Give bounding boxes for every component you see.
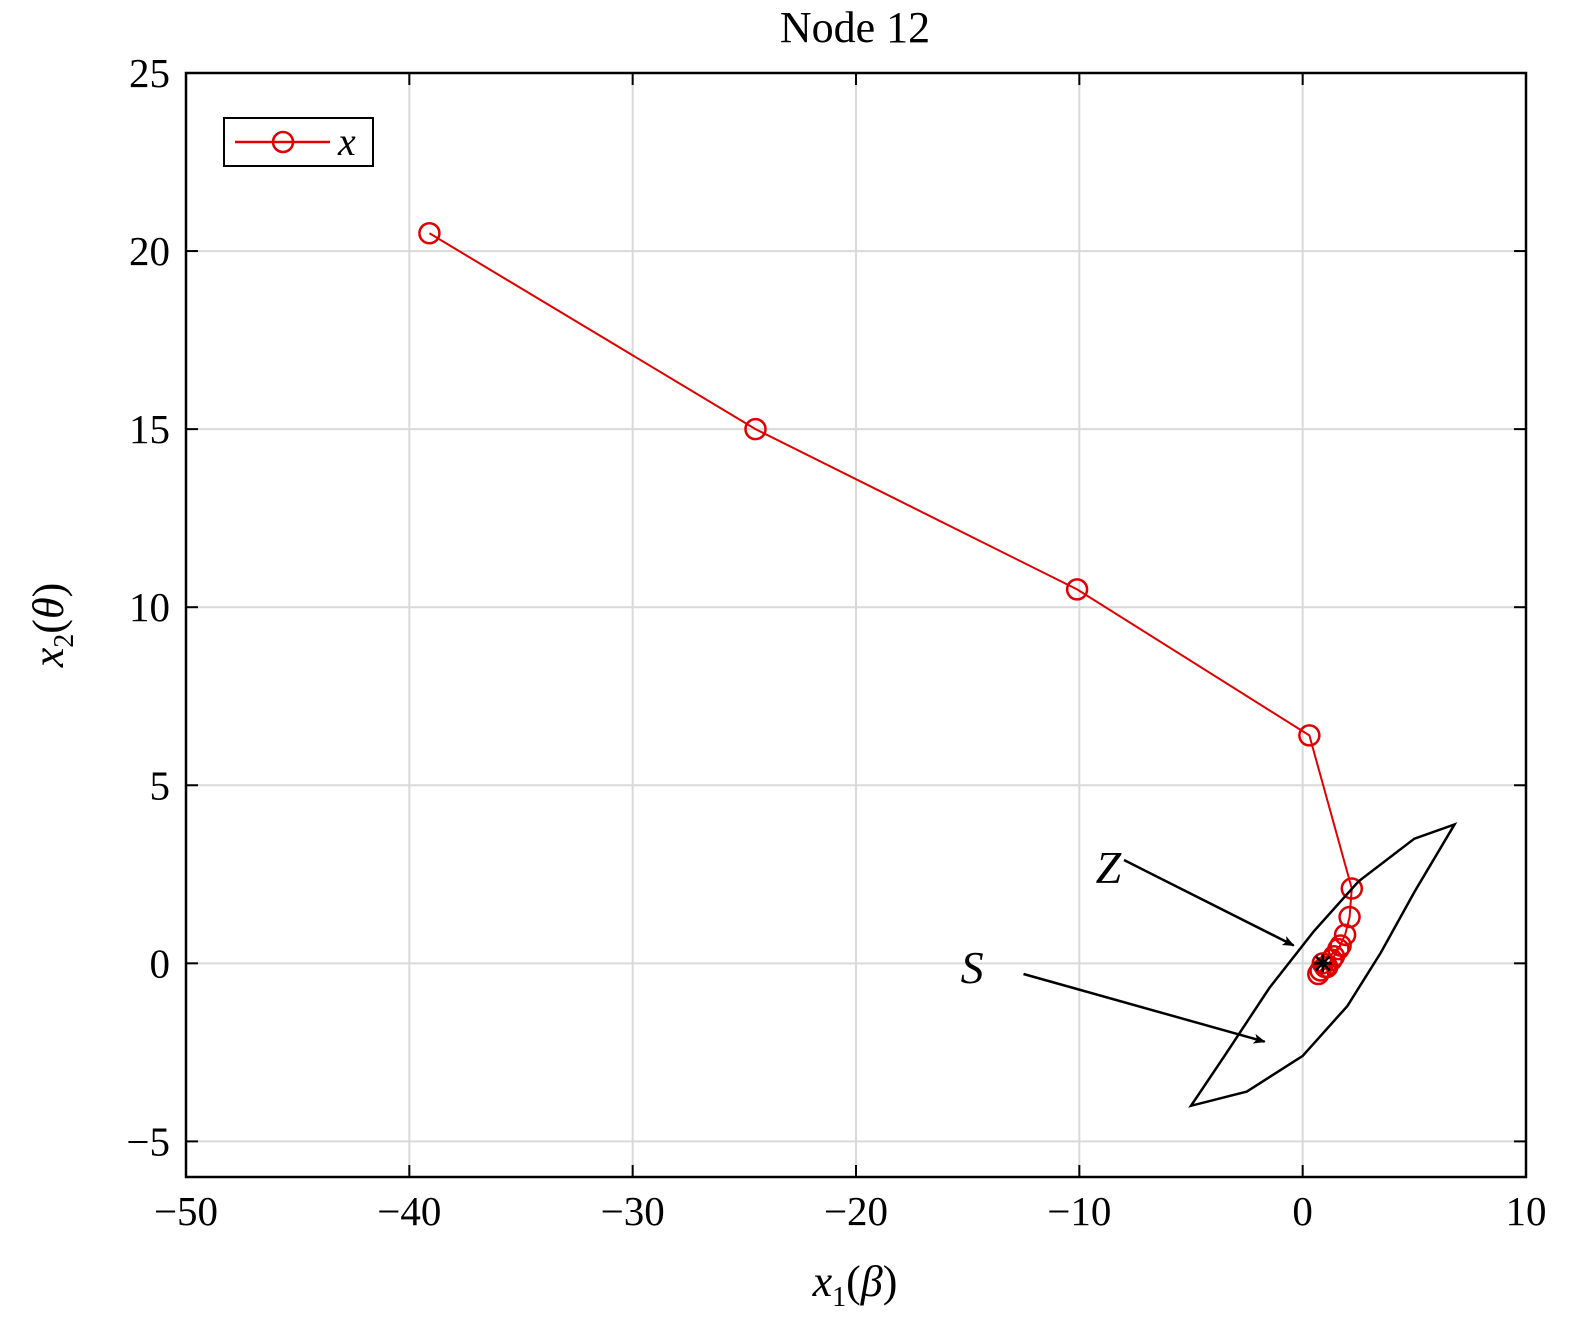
series-x-point bbox=[744, 417, 767, 441]
annotation-z-label: Z bbox=[1096, 842, 1122, 893]
series-x-point bbox=[1340, 877, 1364, 900]
x-tick-label: 0 bbox=[1292, 1188, 1313, 1234]
grid bbox=[185, 72, 1527, 1177]
y-tick-label: 0 bbox=[150, 940, 171, 986]
chart-title: Node 12 bbox=[780, 3, 930, 52]
y-tick-label: 5 bbox=[150, 762, 171, 808]
annotation-s-arrow bbox=[1023, 972, 1266, 1044]
x-tick-label: −20 bbox=[824, 1188, 888, 1234]
equilibrium-star-marker bbox=[1313, 954, 1332, 973]
y-tick-label: 20 bbox=[129, 228, 170, 274]
y-tick-label: 25 bbox=[129, 50, 170, 96]
legend: x bbox=[223, 117, 374, 167]
y-tick-label: 10 bbox=[129, 584, 170, 630]
annotation-z-arrow bbox=[1123, 858, 1295, 947]
region-s-boundary bbox=[1188, 822, 1458, 1108]
series-x-point bbox=[1329, 934, 1352, 957]
x-tick-label: −40 bbox=[377, 1188, 441, 1234]
series-x-point bbox=[1298, 724, 1321, 747]
y-tick-label: 15 bbox=[129, 406, 170, 452]
x-tick-label: −30 bbox=[601, 1188, 665, 1234]
series-x-point bbox=[418, 222, 441, 245]
y-axis-label: x2(θ) bbox=[24, 583, 80, 668]
x-tick-label: −10 bbox=[1047, 1188, 1111, 1234]
series-x-point bbox=[1311, 952, 1335, 975]
series-layer bbox=[418, 222, 1458, 1108]
x-axis-label: x1(β) bbox=[812, 1257, 898, 1313]
series-x-point bbox=[1065, 578, 1089, 601]
x-tick-label: 10 bbox=[1506, 1188, 1547, 1234]
y-tick-label: −5 bbox=[126, 1118, 170, 1164]
x-tick-label: −50 bbox=[154, 1188, 218, 1234]
series-x-point bbox=[1333, 923, 1357, 947]
legend-label: x bbox=[337, 119, 356, 164]
legend-marker bbox=[271, 130, 295, 154]
series-x-line bbox=[428, 232, 1353, 975]
annotation-s-label: S bbox=[961, 942, 984, 993]
annotations: ZS bbox=[961, 842, 1295, 1044]
